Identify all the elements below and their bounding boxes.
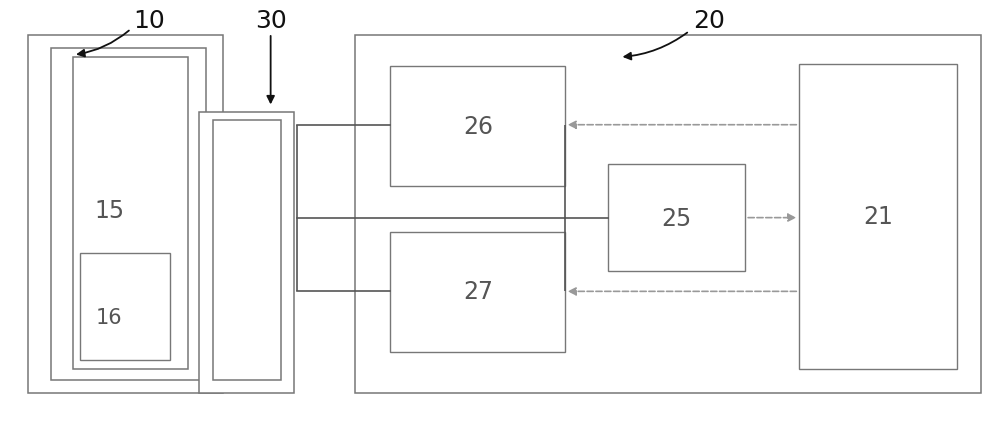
- Bar: [608, 165, 745, 271]
- Bar: [390, 232, 565, 352]
- Bar: [80, 254, 170, 360]
- Text: 15: 15: [94, 198, 124, 222]
- Text: 10: 10: [133, 9, 165, 33]
- Text: 16: 16: [96, 307, 122, 327]
- Bar: [799, 64, 957, 369]
- Bar: [73, 58, 188, 369]
- Text: 20: 20: [693, 9, 725, 33]
- Bar: [199, 113, 294, 393]
- Text: 27: 27: [463, 280, 493, 304]
- Text: 30: 30: [255, 9, 287, 33]
- Bar: [28, 36, 223, 393]
- Bar: [390, 67, 565, 186]
- Text: 25: 25: [661, 206, 692, 230]
- Text: 26: 26: [463, 114, 493, 138]
- Bar: [355, 36, 981, 393]
- Bar: [213, 121, 281, 380]
- Bar: [51, 49, 206, 380]
- Text: 21: 21: [863, 205, 893, 229]
